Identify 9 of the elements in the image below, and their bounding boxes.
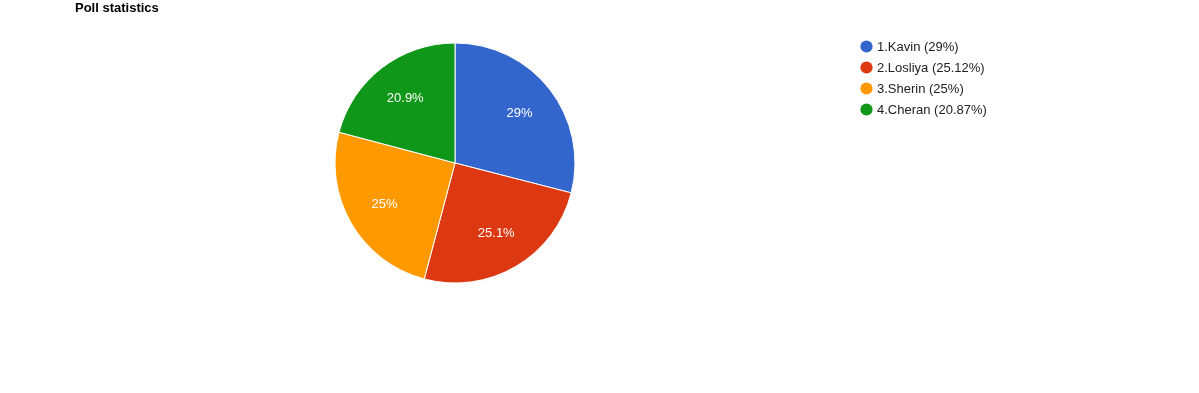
data-label: 25.1% — [477, 225, 516, 241]
legend-label: 4.Cheran (20.87%) — [877, 101, 987, 117]
legend-label: 2.Losliya (25.12%) — [877, 59, 985, 75]
text: Poll statistics — [75, 0, 159, 15]
data-label: 25% — [371, 195, 398, 211]
data-label: 29% — [506, 104, 533, 120]
legend-label: 3.Sherin (25%) — [877, 80, 964, 96]
data-label: 20.9% — [386, 90, 425, 106]
legend-label: 1.Kavin (29%) — [877, 38, 959, 54]
